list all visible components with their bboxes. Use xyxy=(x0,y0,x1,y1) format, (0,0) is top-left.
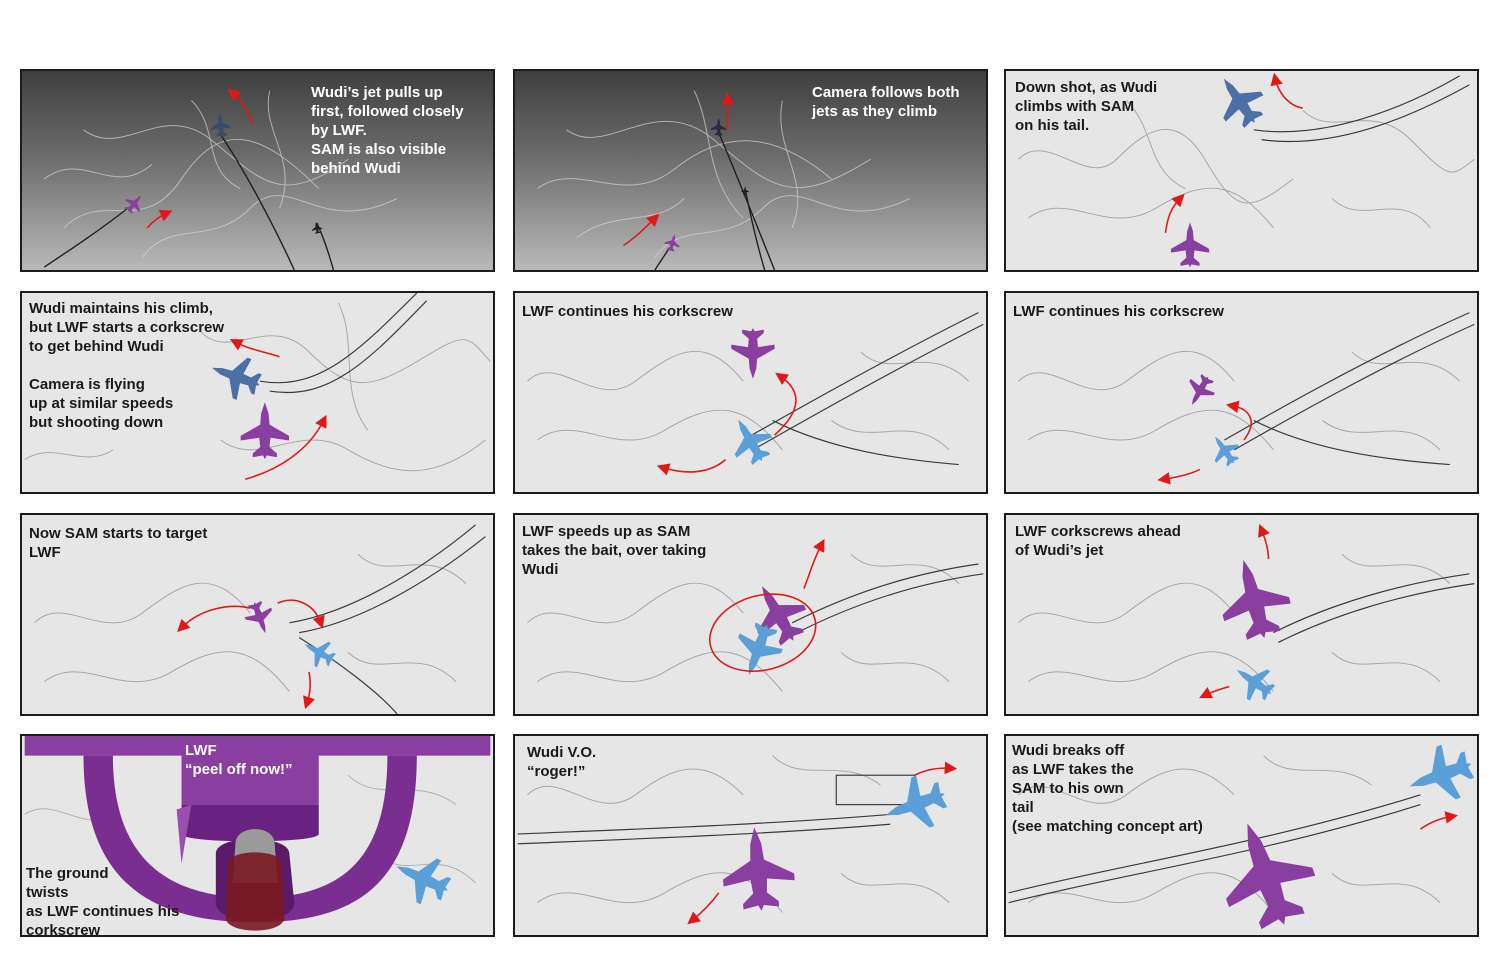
panel-7-caption: Now SAM starts to target LWF xyxy=(29,525,208,561)
storyboard-panel-4: Wudi maintains his climb, but LWF starts… xyxy=(20,291,495,494)
panel-4-caption: Wudi maintains his climb, but LWF starts… xyxy=(29,300,225,431)
panel-12-caption: Wudi breaks off as LWF takes the SAM to … xyxy=(1012,742,1203,835)
panel-10-sketch xyxy=(24,736,491,931)
storyboard-panel-7: Now SAM starts to target LWF xyxy=(20,513,495,716)
panel-8-caption: LWF speeds up as SAM takes the bait, ove… xyxy=(522,523,707,578)
storyboard-panel-12: Wudi breaks off as LWF takes the SAM to … xyxy=(1004,734,1479,937)
panel-1-sketch xyxy=(43,88,398,270)
panel-1-caption: Wudi’s jet pulls up first, followed clos… xyxy=(311,84,464,177)
wudi-cockpit-closeup xyxy=(24,736,491,931)
panel-9-sketch xyxy=(1018,523,1475,709)
panel-10-caption: LWF “peel off now!” xyxy=(185,742,293,778)
wudi-jet-icon xyxy=(120,189,148,218)
storyboard-panel-1: Wudi’s jet pulls up first, followed clos… xyxy=(20,69,495,272)
storyboard-panel-6: LWF continues his corkscrew xyxy=(1004,291,1479,494)
panel-5-caption: LWF continues his corkscrew xyxy=(522,303,733,320)
storyboard-panel-11: Wudi V.O. “roger!” xyxy=(513,734,988,937)
panel-7-sketch xyxy=(34,524,486,714)
panel-11-caption: Wudi V.O. “roger!” xyxy=(527,744,597,780)
panel-6-caption: LWF continues his corkscrew xyxy=(1013,303,1224,320)
panel-9-caption: LWF corkscrews ahead of Wudi’s jet xyxy=(1015,523,1181,559)
panel-10-caption-secondary: The ground twists as LWF continues his c… xyxy=(26,865,180,937)
storyboard-panel-2: Camera follows both jets as they climb xyxy=(513,69,988,272)
panel-3-sketch xyxy=(1018,71,1475,268)
panel-12-sketch xyxy=(1008,737,1477,935)
panel-3-caption: Down shot, as Wudi climbs with SAM on hi… xyxy=(1015,79,1158,134)
panel-4-sketch xyxy=(24,293,491,481)
storyboard-panel-8: LWF speeds up as SAM takes the bait, ove… xyxy=(513,513,988,716)
panel-2-sketch xyxy=(536,90,911,270)
storyboard-panel-9: LWF corkscrews ahead of Wudi’s jet xyxy=(1004,513,1479,716)
panel-2-caption: Camera follows both jets as they climb xyxy=(812,84,960,120)
panel-6-sketch xyxy=(1018,312,1475,485)
panel-5-sketch xyxy=(527,312,984,476)
panel-11-sketch xyxy=(517,755,958,925)
storyboard-panel-3: Down shot, as Wudi climbs with SAM on hi… xyxy=(1004,69,1479,272)
storyboard-panel-10: LWF “peel off now!” The ground twists as… xyxy=(20,734,495,937)
storyboard-panel-5: LWF continues his corkscrew xyxy=(513,291,988,494)
panel-8-sketch xyxy=(527,538,984,692)
